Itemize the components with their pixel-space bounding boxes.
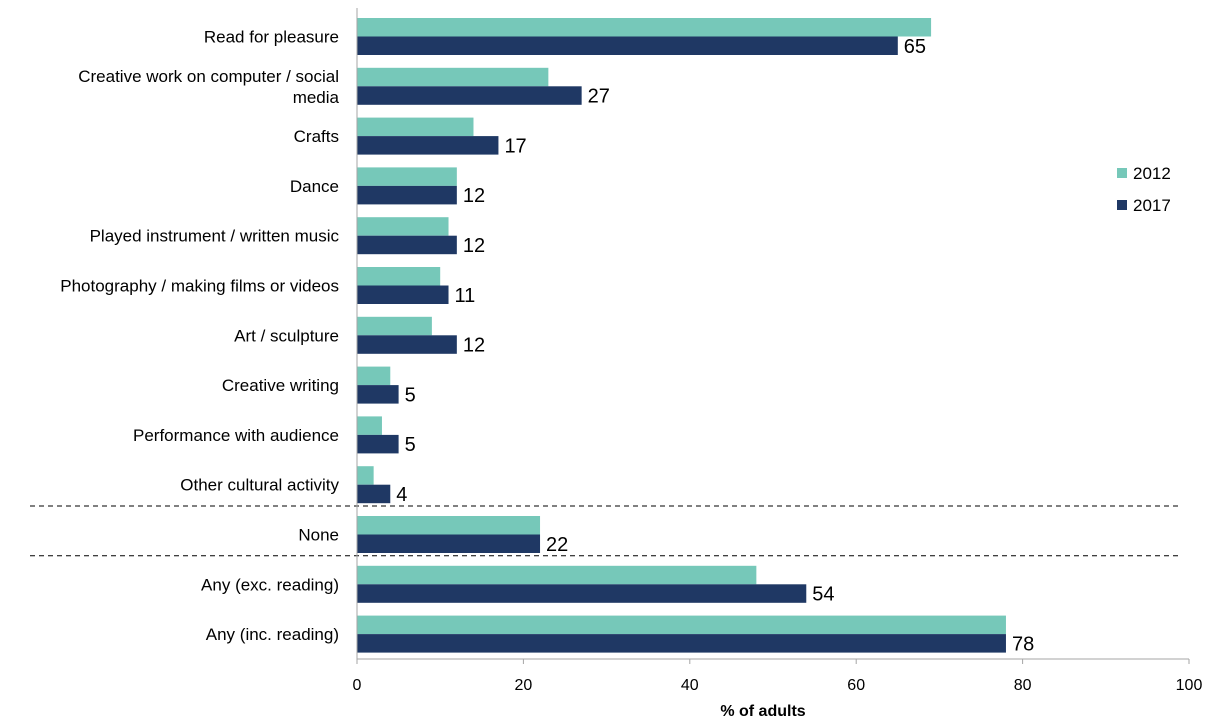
x-axis-title: % of adults bbox=[720, 703, 805, 720]
category-label-any-inc-reading: Any (inc. reading) bbox=[206, 625, 339, 644]
bar-2017-none bbox=[357, 534, 541, 553]
x-tick-label-0: 0 bbox=[353, 677, 362, 694]
value-label-2017-art-sculpture: 12 bbox=[463, 335, 485, 357]
bar-2012-creative-work-on-computer-social-media bbox=[357, 67, 549, 87]
x-tick-label-80: 80 bbox=[1014, 677, 1032, 694]
category-label-performance-with-audience: Performance with audience bbox=[133, 426, 339, 445]
bar-2017-dance bbox=[357, 185, 457, 205]
value-label-2017-any-exc-reading: 54 bbox=[812, 584, 834, 606]
bar-2017-any-inc-reading bbox=[357, 634, 1006, 653]
legend-swatch-2017 bbox=[1117, 200, 1127, 210]
bar-2017-other-cultural-activity bbox=[357, 484, 391, 504]
category-label-art-sculpture: Art / sculpture bbox=[234, 326, 339, 345]
bar-2017-crafts bbox=[357, 136, 499, 155]
legend-label-2017: 2017 bbox=[1133, 196, 1171, 215]
bar-2017-any-exc-reading bbox=[357, 584, 807, 603]
legend-swatch-2012 bbox=[1117, 168, 1127, 178]
value-label-2017-photography-making-films-or-videos: 11 bbox=[455, 285, 476, 307]
value-label-2017-played-instrument-written-music: 12 bbox=[463, 235, 485, 257]
bar-2012-other-cultural-activity bbox=[357, 466, 374, 485]
value-label-2017-creative-writing: 5 bbox=[405, 384, 416, 406]
bar-2017-read-for-pleasure bbox=[357, 36, 898, 55]
value-label-2017-performance-with-audience: 5 bbox=[405, 434, 416, 456]
value-label-2017-read-for-pleasure: 65 bbox=[904, 36, 926, 58]
bar-2012-art-sculpture bbox=[357, 316, 432, 336]
category-label-crafts: Crafts bbox=[294, 127, 339, 146]
category-label-creative-work-on-computer-social-media: Creative work on computer / social media bbox=[78, 67, 339, 107]
category-label-read-for-pleasure: Read for pleasure bbox=[204, 28, 339, 47]
value-label-2017-crafts: 17 bbox=[504, 135, 526, 157]
x-tick-label-100: 100 bbox=[1176, 677, 1203, 694]
value-label-2017-creative-work-on-computer-social-media: 27 bbox=[588, 86, 610, 108]
bar-2012-any-exc-reading bbox=[357, 565, 757, 585]
x-tick-label-20: 20 bbox=[515, 677, 533, 694]
category-label-none: None bbox=[298, 526, 339, 545]
bars-group bbox=[357, 18, 1006, 653]
bar-2012-crafts bbox=[357, 117, 474, 137]
category-label-photography-making-films-or-videos: Photography / making films or videos bbox=[60, 277, 339, 296]
x-axis-ticks: 0 20 40 60 80 100 bbox=[353, 659, 1203, 694]
value-label-2017-none: 22 bbox=[546, 534, 568, 556]
legend: 2012 2017 bbox=[1117, 164, 1171, 215]
category-labels: Read for pleasure Creative work on comput… bbox=[60, 28, 339, 645]
bar-2012-any-inc-reading bbox=[357, 615, 1006, 635]
bar-2012-performance-with-audience bbox=[357, 416, 382, 435]
category-label-other-cultural-activity: Other cultural activity bbox=[180, 476, 339, 495]
bar-2017-performance-with-audience bbox=[357, 434, 399, 454]
bar-2012-dance bbox=[357, 167, 457, 186]
bar-2012-played-instrument-written-music bbox=[357, 217, 449, 236]
category-label-played-instrument-written-music: Played instrument / written music bbox=[90, 227, 340, 246]
legend-label-2012: 2012 bbox=[1133, 164, 1171, 183]
bar-2017-creative-writing bbox=[357, 385, 399, 404]
bar-2017-photography-making-films-or-videos bbox=[357, 285, 449, 304]
bar-2017-art-sculpture bbox=[357, 335, 457, 354]
bar-2012-read-for-pleasure bbox=[357, 18, 932, 37]
bar-2012-photography-making-films-or-videos bbox=[357, 267, 441, 286]
separator-lines bbox=[30, 505, 1178, 557]
category-label-dance: Dance bbox=[290, 177, 339, 196]
bar-2017-creative-work-on-computer-social-media bbox=[357, 86, 582, 105]
bar-2012-creative-writing bbox=[357, 366, 391, 386]
x-tick-label-60: 60 bbox=[847, 677, 865, 694]
value-label-2017-other-cultural-activity: 4 bbox=[396, 484, 407, 506]
x-tick-label-40: 40 bbox=[681, 677, 699, 694]
category-label-creative-writing: Creative writing bbox=[222, 376, 339, 395]
value-label-2017-any-inc-reading: 78 bbox=[1012, 633, 1034, 655]
category-label-any-exc-reading: Any (exc. reading) bbox=[201, 575, 339, 594]
value-label-2017-dance: 12 bbox=[463, 185, 485, 207]
bar-2017-played-instrument-written-music bbox=[357, 235, 457, 255]
bar-2012-none bbox=[357, 516, 541, 535]
